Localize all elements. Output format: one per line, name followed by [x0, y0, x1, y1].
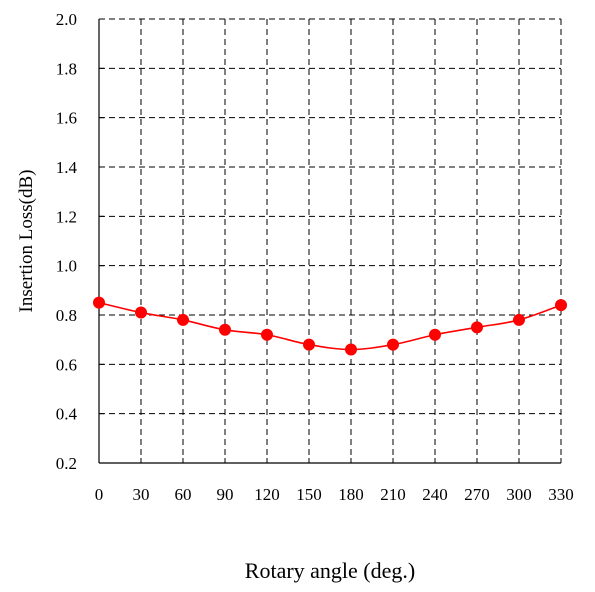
y-tick-label: 2.0: [56, 10, 77, 29]
data-point-marker: [471, 321, 483, 334]
x-tick-label: 180: [338, 485, 364, 504]
x-tick-label: 120: [254, 485, 280, 504]
x-tick-label: 240: [422, 485, 448, 504]
x-tick-label: 90: [217, 485, 234, 504]
x-tick-label: 150: [296, 485, 322, 504]
data-point-marker: [177, 313, 189, 326]
x-tick-label: 60: [175, 485, 192, 504]
x-tick-label: 300: [506, 485, 532, 504]
data-point-marker: [135, 306, 147, 319]
x-tick-label: 330: [548, 485, 574, 504]
y-tick-label: 1.4: [56, 158, 78, 177]
x-tick-label: 30: [133, 485, 150, 504]
data-point-marker: [513, 313, 525, 326]
grid-lines: [99, 19, 561, 463]
y-tick-label: 0.4: [56, 405, 78, 424]
y-tick-label: 1.8: [56, 59, 77, 78]
data-point-marker: [93, 296, 105, 309]
y-tick-label: 0.2: [56, 454, 77, 473]
y-axis-tick-labels: 0.2 0.4 0.6 0.8 1.0 1.2 1.4 1.6 1.8 2.0: [56, 10, 78, 473]
y-tick-label: 0.8: [56, 306, 77, 325]
x-axis-tick-labels: 0 30 60 90 120 150 180 210 240 270 300 330: [95, 485, 574, 504]
data-point-marker: [345, 343, 357, 356]
x-tick-label: 210: [380, 485, 406, 504]
data-point-marker: [219, 323, 231, 336]
plot-area-frame: [98, 18, 562, 464]
x-tick-label: 270: [464, 485, 490, 504]
y-tick-label: 0.6: [56, 355, 77, 374]
data-point-marker: [429, 328, 441, 341]
x-tick-label: 0: [95, 485, 104, 504]
y-tick-label: 1.0: [56, 257, 77, 276]
x-axis-title: Rotary angle (deg.): [245, 558, 415, 583]
data-point-marker: [261, 328, 273, 341]
data-point-marker: [387, 338, 399, 351]
y-axis-title: Insertion Loss(dB): [16, 169, 37, 312]
data-point-marker: [303, 338, 315, 351]
y-tick-label: 1.2: [56, 207, 77, 226]
y-tick-label: 1.6: [56, 109, 77, 128]
data-point-marker: [555, 299, 567, 312]
series-layer: [93, 296, 567, 356]
